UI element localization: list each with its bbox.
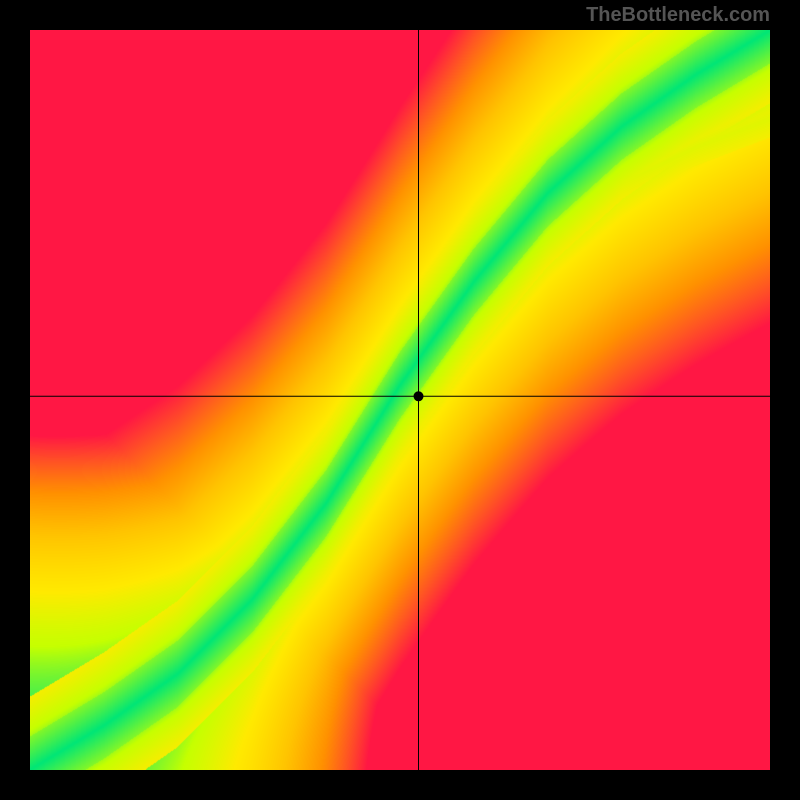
- chart-container: TheBottleneck.com: [0, 0, 800, 800]
- watermark-text: TheBottleneck.com: [586, 4, 770, 27]
- heatmap-canvas: [30, 30, 770, 770]
